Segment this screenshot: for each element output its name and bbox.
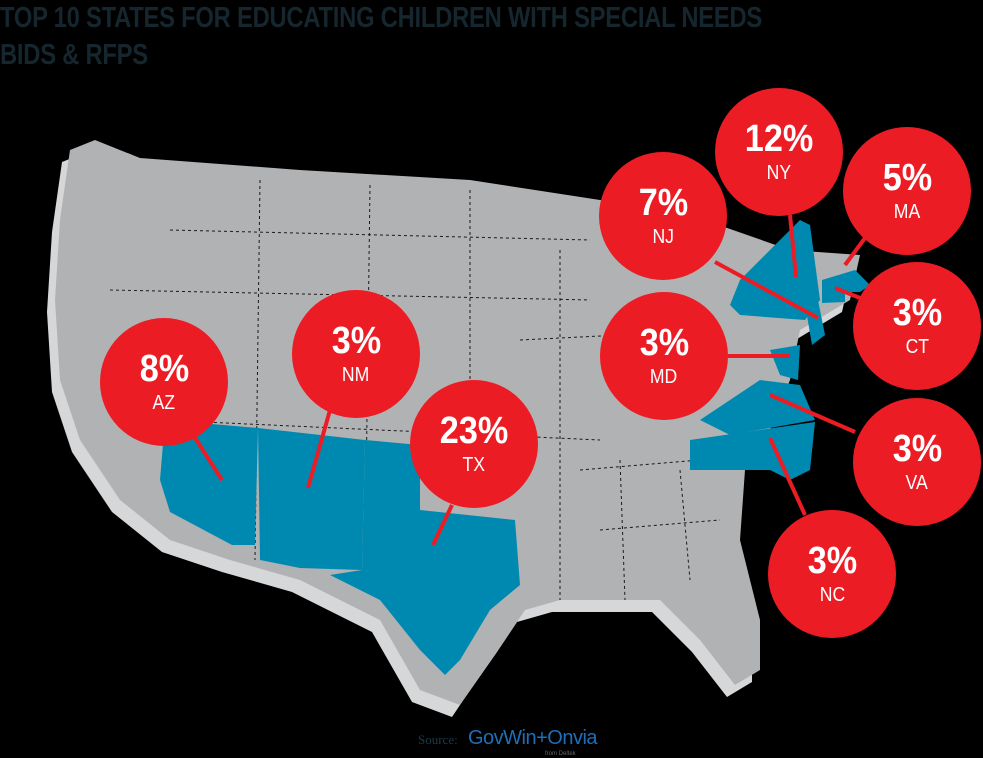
bubble-value: 3% [892, 292, 942, 334]
bubble-value: 3% [807, 540, 857, 582]
chart-title: TOP 10 STATES FOR EDUCATING CHILDREN WIT… [0, 0, 762, 74]
bubble-state: MD [650, 366, 678, 388]
brand-subtext: from Deltek [545, 751, 576, 757]
state-ct [822, 292, 845, 303]
state-nj [806, 300, 825, 345]
bubble-va: 3% VA [853, 398, 981, 526]
state-tx [330, 440, 520, 675]
state-ma [822, 270, 870, 292]
bubble-state: TX [462, 454, 486, 476]
source-label: Source: [418, 732, 458, 747]
bubble-nm: 3% NM [292, 290, 420, 418]
brand-logo: GovWin+Onvia [468, 727, 598, 749]
bubble-value: 3% [331, 320, 381, 362]
bubble-state: MA [893, 201, 921, 223]
state-nm [258, 428, 365, 570]
bubble-state: NY [766, 162, 792, 184]
state-va [700, 380, 815, 435]
bubble-state: VA [905, 472, 929, 494]
title-line-1: TOP 10 STATES FOR EDUCATING CHILDREN WIT… [0, 2, 763, 34]
bubble-ma: 5% MA [843, 127, 971, 255]
bubble-ny: 12% NY [715, 88, 843, 216]
state-md [770, 345, 800, 380]
bubble-md: 3% MD [600, 292, 728, 420]
bubble-ct: 3% CT [853, 262, 981, 390]
state-ny [730, 220, 820, 320]
bubble-value: 5% [882, 157, 932, 199]
bubble-value: 12% [744, 118, 814, 160]
bubble-value: 23% [439, 410, 509, 452]
bubble-value: 7% [638, 182, 688, 224]
bubble-state: NJ [652, 226, 674, 248]
bubble-az: 8% AZ [100, 318, 228, 446]
bubble-tx: 23% TX [410, 380, 538, 508]
bubble-value: 3% [639, 322, 689, 364]
bubble-state: NM [342, 364, 370, 386]
bubble-nj: 7% NJ [599, 152, 727, 280]
bubble-value: 8% [139, 348, 189, 390]
title-line-2: BIDS & RFPS [0, 39, 148, 71]
bubble-nc: 3% NC [768, 510, 896, 638]
connector-lines [188, 214, 867, 546]
state-az [160, 420, 258, 545]
bubble-value: 3% [892, 428, 942, 470]
bubble-state: NC [819, 584, 845, 606]
bubble-state: CT [905, 336, 929, 358]
bubble-state: AZ [152, 392, 176, 414]
